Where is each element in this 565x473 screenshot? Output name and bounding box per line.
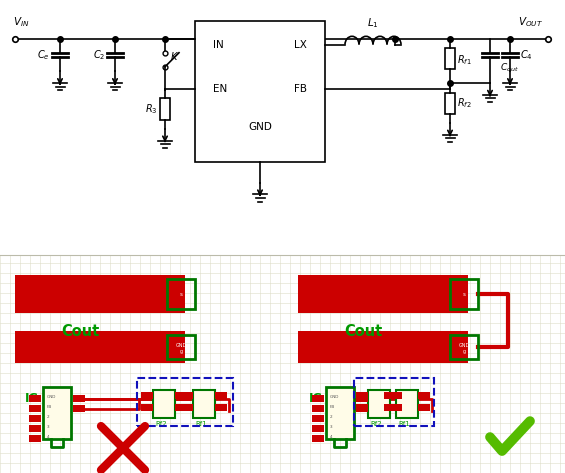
Text: IC: IC bbox=[308, 392, 322, 405]
Bar bbox=[418, 404, 430, 411]
Bar bbox=[312, 435, 324, 442]
Text: $C_{out}$: $C_{out}$ bbox=[500, 61, 519, 74]
Bar bbox=[73, 395, 85, 402]
Text: GND: GND bbox=[47, 395, 56, 399]
Text: 4: 4 bbox=[330, 435, 332, 439]
Text: s: s bbox=[180, 292, 182, 297]
Bar bbox=[450, 280, 478, 309]
Text: LX: LX bbox=[294, 40, 307, 50]
Bar bbox=[141, 392, 153, 399]
Bar bbox=[15, 275, 185, 313]
Bar bbox=[160, 98, 170, 120]
Bar bbox=[312, 405, 324, 412]
Bar bbox=[384, 392, 396, 399]
Bar bbox=[73, 405, 85, 412]
Text: $C_2$: $C_2$ bbox=[93, 48, 105, 62]
Bar bbox=[175, 392, 187, 399]
Bar bbox=[153, 390, 175, 418]
Bar bbox=[29, 425, 41, 432]
Text: Cout: Cout bbox=[344, 324, 382, 339]
Bar bbox=[445, 48, 455, 69]
Text: $C_4$: $C_4$ bbox=[520, 48, 533, 62]
Bar bbox=[195, 21, 325, 162]
Bar bbox=[368, 390, 390, 418]
Bar bbox=[29, 395, 41, 402]
Bar bbox=[356, 395, 368, 402]
Text: GND: GND bbox=[175, 343, 186, 348]
Bar bbox=[167, 335, 195, 359]
Text: s: s bbox=[463, 292, 466, 297]
Bar bbox=[396, 390, 418, 418]
Bar bbox=[390, 404, 402, 411]
Text: 3: 3 bbox=[47, 425, 50, 429]
Bar bbox=[312, 415, 324, 422]
Text: $R_{f2}$: $R_{f2}$ bbox=[457, 96, 472, 110]
Text: g: g bbox=[462, 349, 466, 354]
Text: Rf2: Rf2 bbox=[370, 421, 381, 427]
Text: $L_1$: $L_1$ bbox=[367, 17, 379, 30]
Text: FB: FB bbox=[294, 84, 307, 94]
Text: $R_{f1}$: $R_{f1}$ bbox=[457, 53, 472, 67]
Text: Rf2: Rf2 bbox=[155, 421, 167, 427]
Bar bbox=[15, 331, 185, 363]
Text: g: g bbox=[180, 349, 182, 354]
Bar bbox=[215, 392, 227, 399]
Text: $R_3$: $R_3$ bbox=[145, 102, 158, 116]
Bar bbox=[326, 387, 354, 439]
Text: Rf1: Rf1 bbox=[195, 421, 207, 427]
Text: 3: 3 bbox=[330, 425, 333, 429]
Text: EN: EN bbox=[213, 84, 227, 94]
Bar bbox=[312, 395, 324, 402]
Bar bbox=[141, 404, 153, 411]
Bar bbox=[215, 404, 227, 411]
Bar bbox=[356, 392, 368, 399]
Bar bbox=[390, 392, 402, 399]
Bar bbox=[298, 275, 468, 313]
Bar bbox=[193, 390, 215, 418]
Text: IC: IC bbox=[25, 392, 39, 405]
Bar bbox=[43, 387, 71, 439]
Text: IN: IN bbox=[213, 40, 224, 50]
Text: Rf1: Rf1 bbox=[398, 421, 410, 427]
Bar bbox=[29, 435, 41, 442]
Bar bbox=[356, 405, 368, 412]
Bar bbox=[181, 392, 193, 399]
Text: GND: GND bbox=[330, 395, 340, 399]
Bar bbox=[175, 404, 187, 411]
Bar bbox=[312, 425, 324, 432]
Text: FB: FB bbox=[330, 405, 335, 409]
Bar bbox=[167, 280, 195, 309]
Bar bbox=[29, 405, 41, 412]
Bar bbox=[354, 378, 434, 426]
Bar bbox=[298, 331, 468, 363]
Bar bbox=[418, 392, 430, 399]
Bar bbox=[384, 404, 396, 411]
Text: Cout: Cout bbox=[61, 324, 99, 339]
Text: GND: GND bbox=[248, 122, 272, 131]
Text: $K$: $K$ bbox=[170, 50, 179, 62]
Text: $V_{OUT}$: $V_{OUT}$ bbox=[518, 16, 543, 29]
Bar bbox=[29, 415, 41, 422]
Text: $V_{IN}$: $V_{IN}$ bbox=[13, 16, 29, 29]
Text: 4: 4 bbox=[47, 435, 50, 439]
Bar bbox=[450, 335, 478, 359]
Bar bbox=[137, 378, 233, 426]
Text: $C_e$: $C_e$ bbox=[37, 48, 50, 62]
Text: FB: FB bbox=[47, 405, 52, 409]
Bar bbox=[356, 404, 368, 411]
Text: 2: 2 bbox=[47, 415, 50, 419]
Bar bbox=[445, 93, 455, 114]
Bar bbox=[181, 404, 193, 411]
Text: 2: 2 bbox=[330, 415, 333, 419]
Text: GND: GND bbox=[458, 343, 470, 348]
